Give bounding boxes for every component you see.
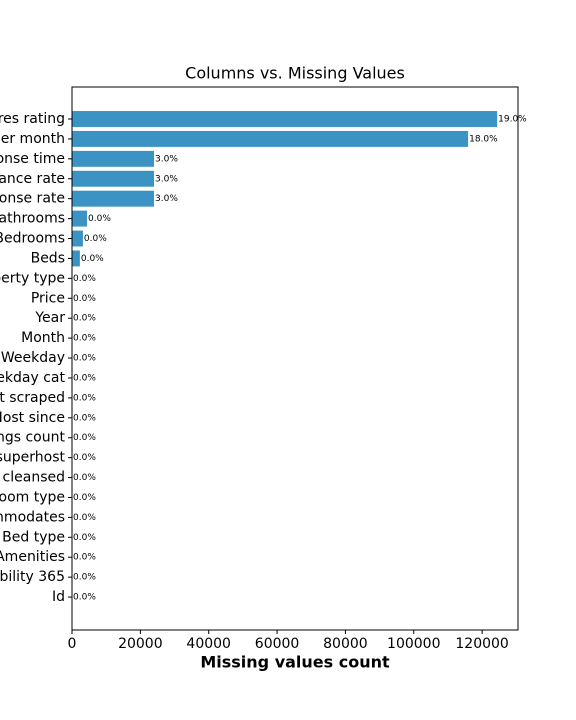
y-tick-label: Amenities <box>0 549 65 565</box>
data-label: 0.0% <box>73 373 96 383</box>
x-tick-label: 40000 <box>186 636 231 652</box>
x-tick-label: 0 <box>68 636 77 652</box>
y-tick-label: d cleansed <box>0 470 65 486</box>
y-tick-label: perty type <box>0 270 65 286</box>
data-label: 18.0% <box>469 134 498 144</box>
bar <box>72 111 498 127</box>
x-axis-label: Missing values count <box>200 653 390 672</box>
y-tick-label: Id <box>52 589 65 605</box>
y-tick-label: Bed type <box>2 529 65 545</box>
y-tick-label: mmodates <box>0 509 65 525</box>
data-label: 3.0% <box>155 194 178 204</box>
y-tick-label: Month <box>21 330 65 346</box>
y-tick-label: Weekday <box>1 350 65 366</box>
data-label: 0.0% <box>73 274 96 284</box>
y-tick-label: ores rating <box>0 111 65 127</box>
y-tick-label: Bedrooms <box>0 231 65 247</box>
y-tick-label: ponse time <box>0 151 65 167</box>
y-tick-label: Beds <box>31 250 65 266</box>
y-tick-label: st scraped <box>0 390 65 406</box>
data-label: 0.0% <box>73 433 96 443</box>
y-tick-label: ability 365 <box>0 569 65 585</box>
bar <box>72 190 155 207</box>
y-tick-label: Room type <box>0 489 65 505</box>
y-tick-label: eekday cat <box>0 370 65 386</box>
data-label: 0.0% <box>73 393 96 403</box>
data-label: 0.0% <box>73 513 96 523</box>
x-tick-label: 120000 <box>455 636 508 652</box>
chart-title: Columns vs. Missing Values <box>185 64 405 83</box>
bar <box>72 150 155 167</box>
data-label: 0.0% <box>73 354 96 364</box>
x-tick-label: 80000 <box>323 636 368 652</box>
data-label: 0.0% <box>73 314 96 324</box>
y-tick-label: tance rate <box>0 171 65 187</box>
data-label: 0.0% <box>73 553 96 563</box>
bar <box>72 170 155 187</box>
data-label: 0.0% <box>88 214 111 224</box>
y-tick-label: Year <box>34 310 65 326</box>
data-label: 0.0% <box>73 413 96 423</box>
bar <box>72 250 80 267</box>
data-label: 0.0% <box>73 473 96 483</box>
data-label: 0.0% <box>73 533 96 543</box>
y-tick-label: per month <box>0 131 65 147</box>
data-label: 3.0% <box>155 154 178 164</box>
data-label: 19.0% <box>498 115 527 125</box>
data-label: 0.0% <box>73 453 96 463</box>
y-tick-label: superhost <box>0 450 66 466</box>
y-tick-label: Host since <box>0 410 65 426</box>
bar <box>72 130 469 147</box>
x-tick-label: 20000 <box>118 636 163 652</box>
bar <box>72 230 83 247</box>
plot-frame <box>71 86 519 631</box>
y-tick-label: ings count <box>0 430 65 446</box>
data-label: 0.0% <box>81 254 104 264</box>
bar <box>72 210 88 227</box>
x-tick-label: 60000 <box>255 636 300 652</box>
data-label: 0.0% <box>84 234 107 244</box>
data-label: 0.0% <box>73 334 96 344</box>
y-tick-label: ponse rate <box>0 191 65 207</box>
data-label: 0.0% <box>73 573 96 583</box>
data-label: 0.0% <box>73 493 96 503</box>
y-tick-label: Price <box>31 290 65 306</box>
data-label: 0.0% <box>73 294 96 304</box>
x-tick-label: 100000 <box>387 636 440 652</box>
data-label: 3.0% <box>155 174 178 184</box>
data-label: 0.0% <box>73 593 96 603</box>
y-tick-label: Bathrooms <box>0 211 65 227</box>
